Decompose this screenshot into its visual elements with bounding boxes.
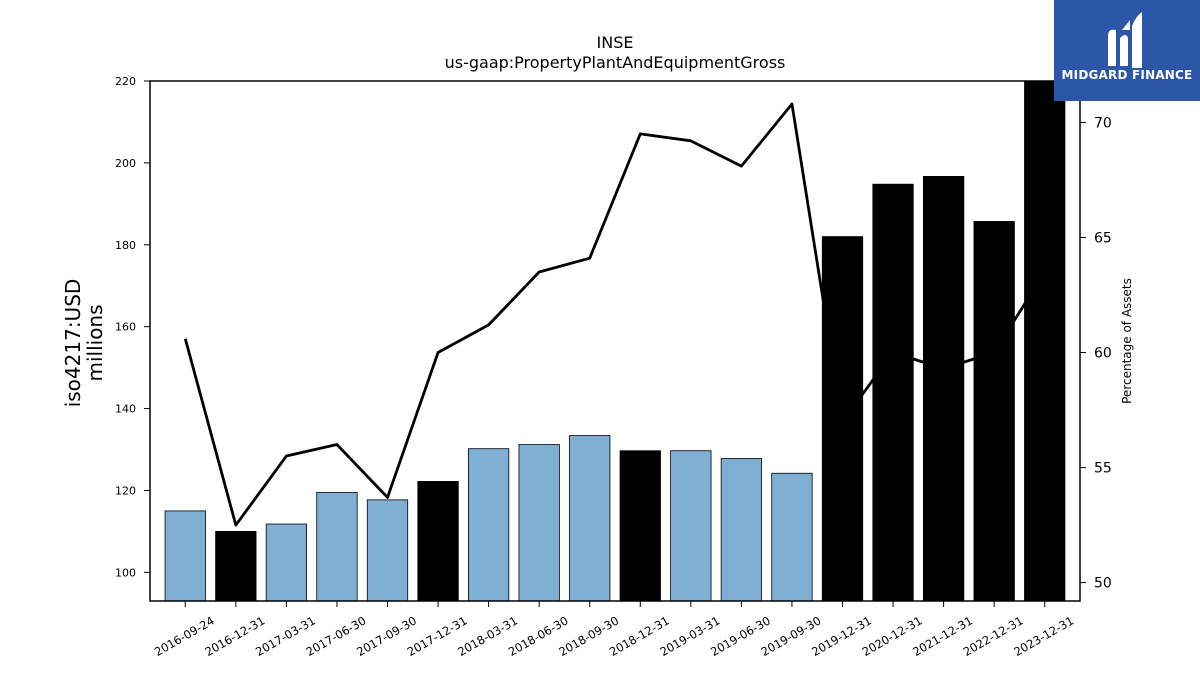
y-tick-label: 100 bbox=[115, 566, 136, 579]
y-tick-label: 180 bbox=[115, 239, 136, 252]
y2-tick-label: 70 bbox=[1094, 115, 1112, 131]
bar-2017-12-31 bbox=[417, 481, 459, 602]
line-layer bbox=[183, 102, 1046, 527]
y2-tick-label: 60 bbox=[1094, 346, 1112, 362]
bar-2018-09-30 bbox=[569, 435, 611, 602]
bar-2019-06-30 bbox=[720, 458, 763, 602]
brand-logo: MIDGARD FINANCE bbox=[1054, 0, 1200, 101]
brand-name: MIDGARD FINANCE bbox=[1061, 68, 1193, 82]
bar-2019-09-30 bbox=[771, 472, 813, 602]
pct-assets-line bbox=[183, 102, 1046, 527]
plot-frame bbox=[149, 80, 1081, 602]
y2-tick-label: 55 bbox=[1094, 461, 1112, 477]
left-axis-ticks: 100 120 140 160 180 200 220 bbox=[115, 75, 150, 579]
y2-tick-label: 50 bbox=[1094, 576, 1112, 592]
right-axis-ticks: 50 55 60 65 70 bbox=[1080, 115, 1112, 592]
y-tick-label: 160 bbox=[115, 321, 136, 334]
y-tick-label: 120 bbox=[115, 484, 136, 497]
bar-2022-12-31 bbox=[973, 221, 1015, 602]
y2-tick-label: 65 bbox=[1094, 230, 1112, 246]
bar-2018-12-31 bbox=[619, 450, 661, 602]
bar-2016-12-31 bbox=[215, 530, 257, 602]
midgard-logo-icon bbox=[1108, 12, 1142, 68]
bar-2017-03-31 bbox=[265, 523, 308, 602]
bars-layer bbox=[164, 80, 1066, 602]
x-axis-ticks: 2016-09-242016-12-312017-03-312017-06-30… bbox=[152, 601, 1076, 659]
bar-2016-09-24 bbox=[164, 510, 206, 602]
y-tick-label: 140 bbox=[115, 403, 136, 416]
bar-2020-12-31 bbox=[872, 183, 914, 602]
bar-2019-03-31 bbox=[670, 450, 712, 602]
y-axis-label: iso4217:USDmillions bbox=[61, 279, 107, 408]
bar-2018-03-31 bbox=[467, 448, 510, 602]
y2-axis-label: Percentage of Assets bbox=[1120, 278, 1134, 404]
bar-2018-06-30 bbox=[518, 444, 560, 602]
y-tick-label: 220 bbox=[115, 75, 136, 88]
chart-subtitle: us-gaap:PropertyPlantAndEquipmentGross bbox=[445, 53, 786, 72]
bar-2021-12-31 bbox=[922, 176, 965, 602]
bar-2023-12-31 bbox=[1024, 80, 1066, 602]
bar-2017-06-30 bbox=[316, 492, 358, 602]
chart-title: INSE bbox=[597, 33, 634, 52]
bar-2017-09-30 bbox=[366, 499, 409, 602]
y-tick-label: 200 bbox=[115, 157, 136, 170]
